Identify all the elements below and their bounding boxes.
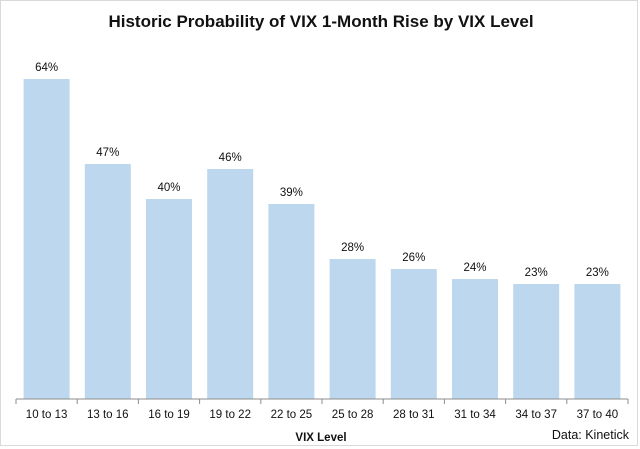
bar-1 bbox=[84, 164, 131, 399]
bar-value-label-0: 64% bbox=[35, 62, 58, 74]
x-tick-label-7: 31 to 34 bbox=[454, 409, 496, 421]
x-tick-label-5: 25 to 28 bbox=[332, 409, 374, 421]
bar-4 bbox=[268, 204, 315, 399]
bar-6 bbox=[390, 269, 437, 399]
bars-layer bbox=[23, 79, 621, 399]
bar-7 bbox=[452, 279, 498, 399]
bar-value-label-7: 24% bbox=[463, 262, 486, 274]
x-tick-label-1: 13 to 16 bbox=[87, 409, 129, 421]
x-tick-label-0: 10 to 13 bbox=[26, 409, 68, 421]
x-tick-label-4: 22 to 25 bbox=[271, 409, 313, 421]
bar-value-label-8: 23% bbox=[525, 267, 548, 279]
x-axis-label: VIX Level bbox=[295, 432, 346, 444]
value-labels-layer: 64% 47% 40% 46% 39% 28% 26% 24% 23% 23% bbox=[35, 62, 609, 279]
x-tick-label-3: 19 to 22 bbox=[209, 409, 251, 421]
bar-value-label-3: 46% bbox=[219, 152, 242, 164]
x-tick-label-9: 37 to 40 bbox=[577, 409, 619, 421]
x-tick-label-2: 16 to 19 bbox=[148, 409, 190, 421]
x-ticks-layer bbox=[15, 399, 629, 404]
source-note: Data: Kinetick bbox=[552, 428, 630, 442]
x-tick-labels-layer: 10 to 13 13 to 16 16 to 19 19 to 22 22 to 25… bbox=[26, 409, 618, 421]
bar-5 bbox=[329, 259, 376, 399]
bar-value-label-2: 40% bbox=[157, 182, 180, 194]
chart-title: Historic Probability of VIX 1-Month Rise… bbox=[108, 12, 533, 31]
bar-value-label-5: 28% bbox=[341, 242, 364, 254]
bar-8 bbox=[513, 284, 560, 399]
bar-value-label-6: 26% bbox=[402, 252, 425, 264]
bar-value-label-1: 47% bbox=[96, 147, 119, 159]
bar-value-label-4: 39% bbox=[280, 187, 303, 199]
bar-value-label-9: 23% bbox=[586, 267, 609, 279]
bar-3 bbox=[207, 169, 254, 399]
x-tick-label-8: 34 to 37 bbox=[515, 409, 557, 421]
bar-9 bbox=[574, 284, 621, 399]
bar-2 bbox=[146, 199, 192, 399]
x-tick-label-6: 28 to 31 bbox=[393, 409, 435, 421]
bar-0 bbox=[23, 79, 70, 399]
